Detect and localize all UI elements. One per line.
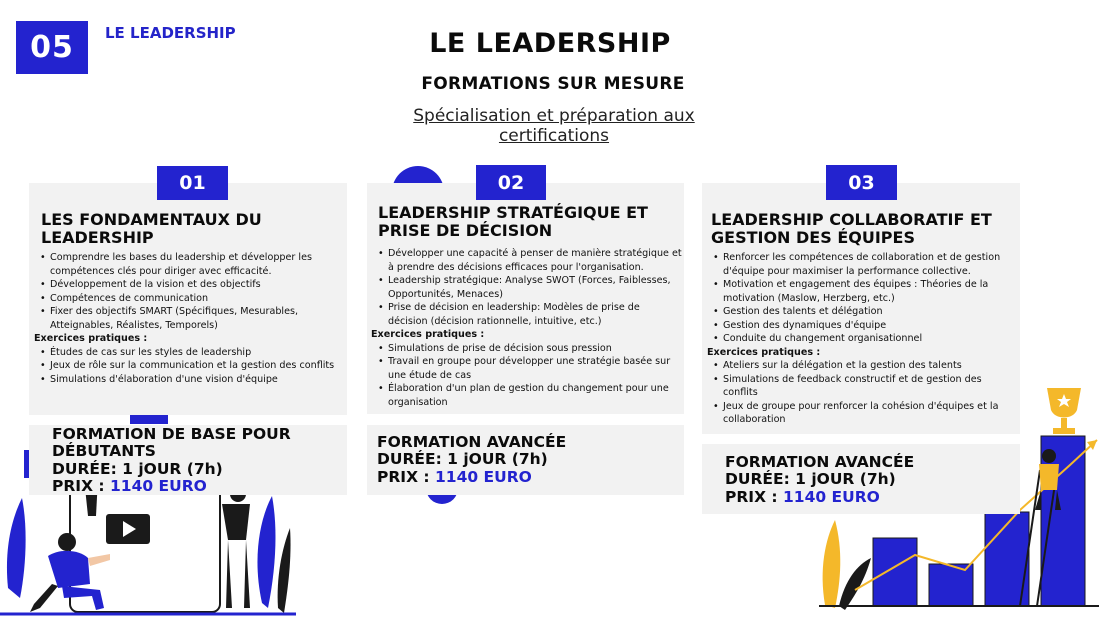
price-label: PRIX : bbox=[377, 468, 430, 486]
card-02-price-box: FORMATION AVANCÉE DURÉE: 1 jOUR (7h) PRI… bbox=[367, 425, 684, 495]
formation-level: FORMATION AVANCÉE bbox=[377, 433, 567, 451]
formation-duration: DURÉE: 1 jOUR (7h) bbox=[725, 470, 896, 488]
list-item: Compétences de communication bbox=[34, 292, 346, 306]
list-item: Jeux de rôle sur la communication et la … bbox=[34, 359, 346, 373]
section-label: LE LEADERSHIP bbox=[105, 24, 236, 42]
trophy-icon bbox=[1047, 388, 1081, 434]
list-item: Jeux de groupe pour renforcer la cohésio… bbox=[707, 400, 1017, 427]
card-02-body: Développer une capacité à penser de mani… bbox=[371, 247, 682, 409]
section-number-badge: 05 bbox=[16, 21, 88, 74]
card-02-number: 02 bbox=[476, 165, 546, 200]
card-03-title: LEADERSHIP COLLABORATIF ET GESTION DES É… bbox=[711, 210, 992, 247]
price-value: 1140 EURO bbox=[435, 468, 532, 486]
card-01-number: 01 bbox=[157, 166, 228, 200]
list-item: Gestion des talents et délégation bbox=[707, 305, 1017, 319]
card-01-title: LES FONDAMENTAUX DU LEADERSHIP bbox=[41, 210, 262, 247]
exercises-label: Exercices pratiques : bbox=[34, 333, 148, 344]
card-01-price-box: FORMATION DE BASE POUR DÉBUTANTS DURÉE: … bbox=[29, 425, 347, 495]
list-item: Études de cas sur les styles de leadersh… bbox=[34, 346, 346, 360]
list-item: Comprendre les bases du leadership et dé… bbox=[34, 251, 346, 278]
list-item: Renforcer les compétences de collaborati… bbox=[707, 251, 1017, 278]
exercises-label: Exercices pratiques : bbox=[707, 346, 821, 358]
list-item: Simulations de prise de décision sous pr… bbox=[372, 342, 682, 356]
formation-level: FORMATION DE BASE POUR DÉBUTANTS bbox=[52, 425, 291, 460]
price-value: 1140 EURO bbox=[783, 488, 880, 506]
exercises-label: Exercices pratiques : bbox=[371, 329, 485, 340]
formation-level: FORMATION AVANCÉE bbox=[725, 453, 915, 471]
card-03-price-box: FORMATION AVANCÉE DURÉE: 1 jOUR (7h) PRI… bbox=[702, 444, 1020, 514]
card-03-number: 03 bbox=[826, 165, 897, 200]
card-02-title: LEADERSHIP STRATÉGIQUE ET PRISE DE DÉCIS… bbox=[378, 203, 648, 240]
formation-duration: DURÉE: 1 jOUR (7h) bbox=[52, 460, 223, 478]
list-item: Développement de la vision et des object… bbox=[34, 278, 346, 292]
page-subtitle: FORMATIONS SUR MESURE bbox=[421, 74, 685, 94]
list-item: Leadership stratégique: Analyse SWOT (Fo… bbox=[372, 274, 682, 301]
list-item: Travail en groupe pour développer une st… bbox=[372, 355, 682, 382]
play-icon bbox=[123, 521, 136, 537]
list-item: Élaboration d'un plan de gestion du chan… bbox=[372, 382, 682, 409]
page-title: LE LEADERSHIP bbox=[429, 28, 671, 59]
list-item: Fixer des objectifs SMART (Spécifiques, … bbox=[34, 305, 346, 332]
list-item: Motivation et engagement des équipes : T… bbox=[707, 278, 1017, 305]
formation-price: PRIX : 1140 EURO bbox=[725, 488, 880, 507]
list-item: Simulations d'élaboration d'une vision d… bbox=[34, 373, 346, 387]
list-item: Développer une capacité à penser de mani… bbox=[372, 247, 682, 274]
list-item: Gestion des dynamiques d'équipe bbox=[707, 319, 1017, 333]
price-value: 1140 EURO bbox=[110, 477, 207, 495]
specialisation-heading: Spécialisation et préparation aux certif… bbox=[413, 106, 695, 146]
card-03-body: Renforcer les compétences de collaborati… bbox=[707, 251, 1017, 427]
price-label: PRIX : bbox=[52, 477, 105, 495]
trophy-growth-chart-illustration bbox=[819, 388, 1099, 610]
video-presenter-illustration bbox=[0, 408, 296, 616]
card-01-body: Comprendre les bases du leadership et dé… bbox=[34, 251, 346, 386]
price-label: PRIX : bbox=[725, 488, 778, 506]
formation-price: PRIX : 1140 EURO bbox=[52, 477, 207, 496]
list-item: Ateliers sur la délégation et la gestion… bbox=[707, 359, 1017, 373]
formation-duration: DURÉE: 1 jOUR (7h) bbox=[377, 450, 548, 468]
list-item: Conduite du changement organisationnel bbox=[707, 332, 1017, 346]
formation-price: PRIX : 1140 EURO bbox=[377, 468, 532, 487]
list-item: Prise de décision en leadership: Modèles… bbox=[372, 301, 682, 328]
list-item: Simulations de feedback constructif et d… bbox=[707, 373, 1017, 400]
